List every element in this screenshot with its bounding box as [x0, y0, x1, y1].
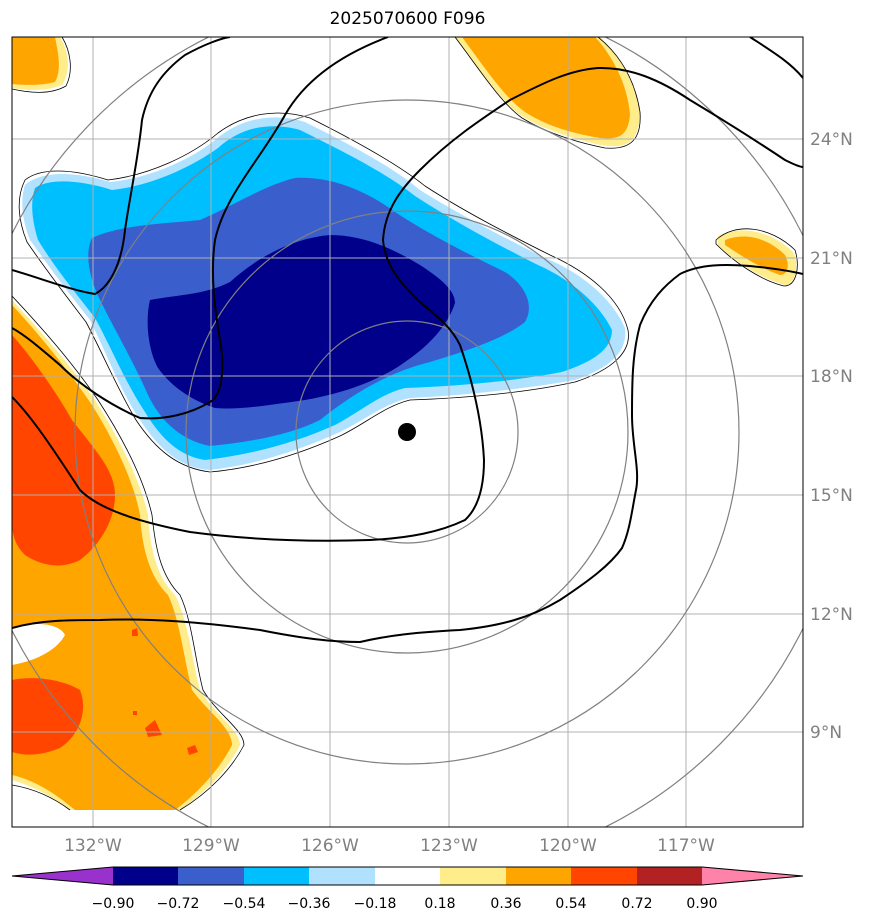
zero-contour-nw	[12, 37, 71, 93]
colorbar-bin	[571, 867, 637, 885]
range-rings	[12, 37, 803, 827]
map-frame	[11, 36, 804, 828]
map-plot-area	[12, 37, 803, 827]
lat-label: 21°N	[810, 249, 853, 269]
fill-orange-ne	[462, 37, 630, 139]
lat-label: 15°N	[810, 486, 853, 506]
colorbar-tick: 0.54	[555, 896, 586, 912]
colorbar-bin	[506, 867, 571, 885]
colorbar-tick: 0.36	[490, 896, 521, 912]
colorbar-tick: −0.90	[92, 896, 135, 912]
contour-north-arc	[12, 37, 389, 420]
fill-orange-east	[725, 236, 788, 275]
colorbar-bin	[375, 867, 440, 885]
colorbar-tick-labels: −0.90 −0.72 −0.54 −0.36 −0.18 0.18 0.36 …	[92, 896, 718, 912]
colorbar-extend-high	[702, 867, 803, 885]
lat-label: 12°N	[810, 605, 853, 625]
fill-navy	[147, 235, 455, 409]
colorbar-extend-low	[12, 867, 113, 885]
fill-orange-nw	[12, 37, 59, 85]
lat-tick-labels: 24°N 21°N 18°N 15°N 12°N 9°N	[810, 130, 853, 743]
lon-label: 123°W	[420, 836, 478, 856]
colorbar-bin	[440, 867, 506, 885]
range-ring-2	[185, 210, 629, 654]
colorbar-tick: 0.90	[686, 896, 717, 912]
lat-label: 9°N	[810, 723, 842, 743]
contour-central-trough	[12, 66, 803, 542]
fill-red-orange-speck-4	[133, 711, 137, 715]
colorbar-tick: −0.54	[223, 896, 266, 912]
storm-center-marker	[398, 423, 416, 441]
contour-south-ridge	[12, 263, 803, 644]
fill-red-orange-speck-1	[145, 720, 162, 737]
colorbar-outline	[11, 866, 804, 886]
lon-label: 120°W	[539, 836, 597, 856]
fill-red-orange-speck-2	[187, 745, 198, 755]
lat-label: 24°N	[810, 130, 853, 150]
colorbar-bin	[637, 867, 702, 885]
graticule	[12, 37, 803, 827]
fill-red-orange-west	[12, 335, 115, 566]
lon-tick-labels: 132°W 129°W 126°W 123°W 120°W 117°W	[64, 836, 715, 856]
zero-contour-ne	[454, 37, 641, 149]
zero-contour-sw	[12, 784, 71, 811]
colorbar-bin	[309, 867, 375, 885]
colorbar	[11, 866, 804, 886]
contour-west-loop	[12, 37, 231, 296]
range-ring-3	[74, 99, 740, 765]
lon-label: 129°W	[182, 836, 240, 856]
lon-label: 126°W	[301, 836, 359, 856]
zero-contour-west	[12, 295, 245, 811]
colorbar-tick: 0.72	[621, 896, 652, 912]
map-title: 2025070600 F096	[329, 9, 486, 29]
lon-label: 132°W	[64, 836, 122, 856]
range-ring-1	[295, 320, 519, 544]
colorbar-tick: −0.18	[354, 896, 397, 912]
contour-ne-corner	[749, 37, 803, 79]
fill-red-orange-speck-3	[132, 628, 138, 636]
colorbar-tick: −0.72	[157, 896, 200, 912]
height-contours	[12, 37, 803, 644]
zero-contour-east	[715, 228, 798, 287]
lat-label: 18°N	[810, 367, 853, 387]
negative-anomaly-fill	[22, 117, 626, 470]
colorbar-bin	[113, 867, 178, 885]
colorbar-bin	[244, 867, 309, 885]
lon-label: 117°W	[657, 836, 715, 856]
colorbar-tick: −0.36	[288, 896, 331, 912]
colorbar-bin	[178, 867, 244, 885]
fill-red-orange-sw	[12, 678, 84, 755]
positive-anomaly-fill	[12, 37, 797, 810]
colorbar-tick: 0.18	[424, 896, 455, 912]
